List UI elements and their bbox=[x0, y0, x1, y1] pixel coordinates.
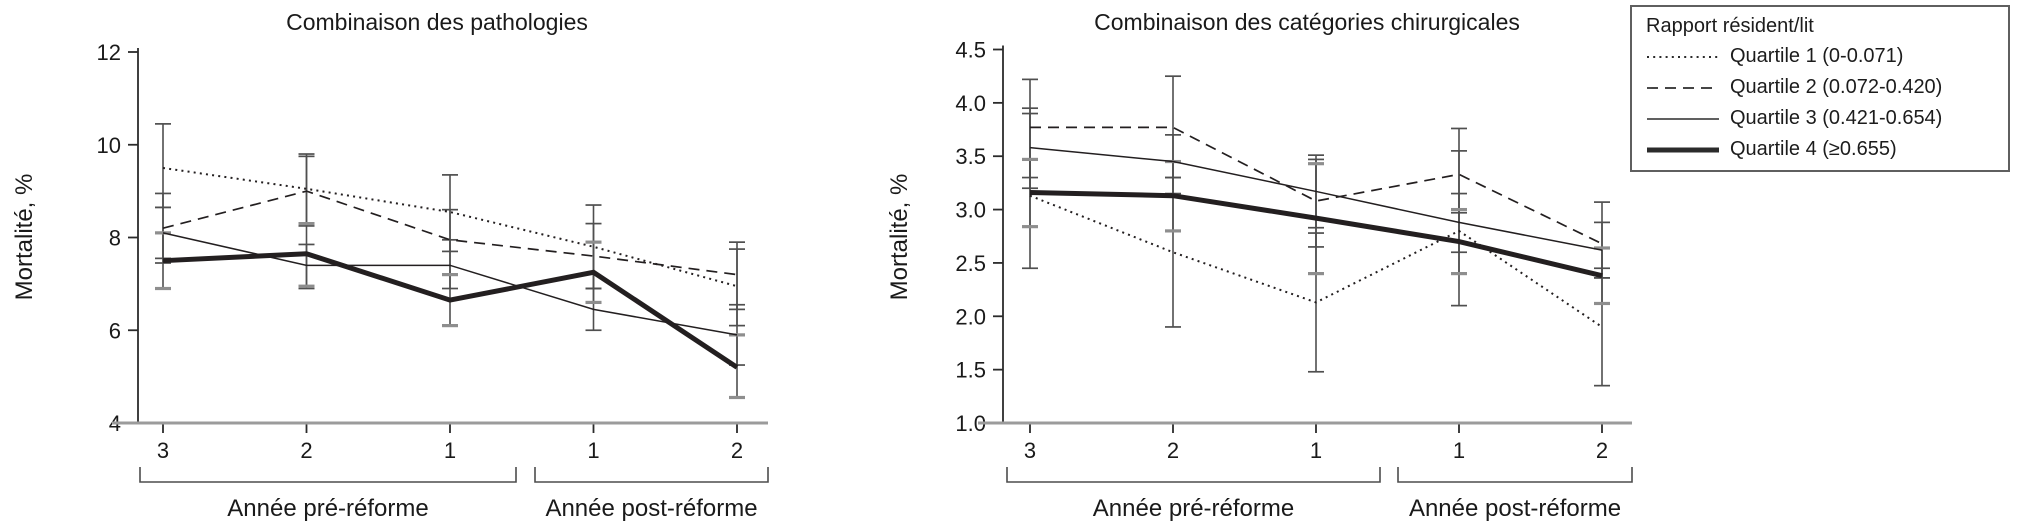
x-tick-label: 1 bbox=[587, 438, 599, 463]
series-line-q4 bbox=[1029, 189, 1603, 279]
legend-item-quartile-4: Quartile 4 (≥0.655) bbox=[1646, 134, 2008, 165]
y-tick-label: 2.0 bbox=[955, 304, 986, 329]
legend-item-label: Quartile 3 (0.421-0.654) bbox=[1730, 107, 1943, 129]
legend-item-label: Quartile 2 (0.072-0.420) bbox=[1730, 76, 1943, 98]
series-line-q4 bbox=[162, 251, 739, 370]
x-group-bracket bbox=[139, 467, 517, 483]
y-axis-label: Mortalité, % bbox=[886, 174, 913, 301]
x-tick-label: 2 bbox=[731, 438, 743, 463]
y-tick-label: 4.5 bbox=[955, 38, 986, 63]
series-line-q2 bbox=[162, 190, 738, 276]
y-tick-label: 3.0 bbox=[955, 198, 986, 223]
legend-item-label: Quartile 4 (≥0.655) bbox=[1730, 138, 1897, 160]
y-tick-label: 2.5 bbox=[955, 251, 986, 276]
legend-title: Rapport résident/lit bbox=[1646, 15, 1814, 37]
legend-item-quartile-1: Quartile 1 (0-0.071) bbox=[1646, 41, 2008, 72]
y-tick-label: 8 bbox=[109, 226, 121, 251]
x-tick-label: 3 bbox=[1024, 438, 1036, 463]
x-group-label: Année post-réforme bbox=[545, 495, 757, 522]
x-group-label: Année pré-réforme bbox=[1093, 495, 1294, 522]
series-line-q2 bbox=[1030, 126, 1603, 245]
y-tick-label: 1.5 bbox=[955, 358, 986, 383]
chart-title: Combinaison des catégories chirurgicales bbox=[1094, 9, 1520, 35]
series-line-q1 bbox=[1029, 194, 1603, 328]
x-tick-label: 1 bbox=[1310, 438, 1322, 463]
x-tick-label: 2 bbox=[1167, 438, 1179, 463]
legend-item-quartile-2: Quartile 2 (0.072-0.420) bbox=[1646, 72, 2008, 103]
quartile-3-line-sample bbox=[1647, 117, 1719, 120]
y-tick-label: 3.5 bbox=[955, 144, 986, 169]
x-group-label: Année post-réforme bbox=[1409, 495, 1621, 522]
x-tick-label: 3 bbox=[157, 438, 169, 463]
x-group-bracket bbox=[534, 467, 769, 483]
x-group-bracket bbox=[1397, 467, 1633, 483]
y-tick-label: 10 bbox=[97, 133, 121, 158]
x-tick-label: 2 bbox=[1596, 438, 1608, 463]
legend-box: Rapport résident/lit Quartile 1 (0-0.071… bbox=[1630, 5, 2010, 172]
x-tick-label: 1 bbox=[444, 438, 456, 463]
y-tick-label: 6 bbox=[109, 318, 121, 343]
chart-title: Combinaison des pathologies bbox=[286, 9, 588, 35]
quartile-2-line-sample bbox=[1647, 86, 1719, 89]
quartile-4-line-sample bbox=[1647, 147, 1719, 152]
x-group-bracket bbox=[1006, 467, 1381, 483]
y-tick-label: 4.0 bbox=[955, 91, 986, 116]
x-tick-label: 2 bbox=[300, 438, 312, 463]
x-tick-label: 1 bbox=[1453, 438, 1465, 463]
y-axis-label: Mortalité, % bbox=[11, 174, 38, 301]
series-line-q3 bbox=[1029, 146, 1603, 251]
x-group-label: Année pré-réforme bbox=[227, 495, 428, 522]
quartile-1-line-sample bbox=[1647, 55, 1719, 58]
legend-item-label: Quartile 1 (0-0.071) bbox=[1730, 45, 1904, 67]
y-tick-label: 12 bbox=[97, 40, 121, 65]
legend-item-quartile-3: Quartile 3 (0.421-0.654) bbox=[1646, 103, 2008, 134]
